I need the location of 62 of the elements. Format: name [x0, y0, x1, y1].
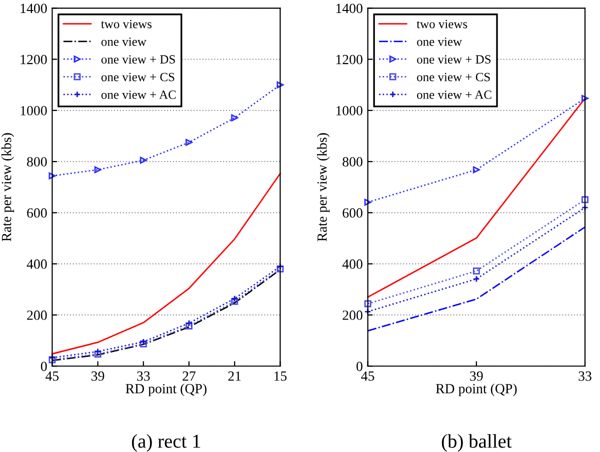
legend-label: one view — [417, 38, 462, 46]
point — [276, 81, 284, 88]
point — [94, 166, 102, 174]
legend-label: one view + CS — [417, 72, 490, 82]
point — [140, 156, 147, 164]
y-tick-label: 800 — [27, 157, 47, 167]
y-tick-label: 800 — [342, 157, 362, 167]
x-tick-label: 45 — [46, 371, 59, 381]
x-tick-label: 27 — [182, 371, 196, 381]
legend-label: two views — [101, 20, 152, 28]
legend-label: one view + AC — [417, 90, 492, 99]
y-tick-label: 1000 — [336, 106, 362, 116]
x-tick-label: 15 — [274, 371, 287, 381]
point — [48, 172, 56, 180]
y-tick-label: 0 — [40, 362, 47, 372]
point — [94, 348, 102, 356]
y-tick-label: 1000 — [20, 106, 47, 116]
point — [276, 265, 284, 272]
y-axis-title: Rate per view (kbs) — [317, 133, 330, 242]
point — [94, 350, 102, 358]
point — [231, 114, 238, 122]
point — [582, 196, 588, 204]
y-tick-label: 600 — [342, 208, 362, 218]
y-tick-label: 400 — [342, 259, 362, 269]
x-tick-label: 21 — [228, 371, 241, 381]
x-axis-title: RD point (QP) — [436, 384, 517, 396]
y-tick-label: 1400 — [20, 4, 47, 14]
x-tick-label: 45 — [361, 371, 374, 381]
x-tick-label: 39 — [470, 371, 483, 381]
y-tick-label: 600 — [27, 208, 47, 218]
legend-label: two views — [416, 20, 468, 28]
legend-label: one view + DS — [417, 55, 491, 64]
point — [472, 275, 480, 282]
text: (a) rect 1 — [132, 434, 200, 452]
y-tick-label: 200 — [27, 310, 47, 320]
point — [582, 94, 588, 102]
point — [186, 320, 192, 327]
point — [231, 295, 238, 302]
line-series — [52, 172, 281, 355]
y-tick-label: 200 — [342, 310, 362, 320]
x-axis-title: RD point (QP) — [126, 384, 206, 396]
y-tick-label: 1400 — [336, 4, 362, 14]
legend-label: one view + AC — [101, 90, 176, 99]
y-tick-label: 1200 — [336, 54, 362, 64]
point — [364, 198, 372, 206]
point — [186, 322, 192, 330]
point — [231, 298, 238, 305]
y-tick-label: 1200 — [20, 54, 47, 64]
legend-label: one view + CS — [101, 72, 174, 82]
legend-label: one view — [101, 38, 146, 46]
x-tick-label: 33 — [137, 371, 150, 381]
y-tick-label: 0 — [356, 362, 362, 372]
point — [186, 138, 192, 146]
point — [472, 166, 480, 174]
x-tick-label: 39 — [92, 371, 104, 381]
y-axis-title: Rate per view (kbs) — [1, 133, 14, 242]
point — [364, 300, 372, 308]
legend-label: one view + DS — [101, 55, 175, 64]
point — [472, 268, 480, 274]
text: (b) ballet — [442, 434, 512, 452]
y-tick-label: 400 — [26, 259, 47, 269]
x-tick-label: 33 — [578, 371, 592, 381]
